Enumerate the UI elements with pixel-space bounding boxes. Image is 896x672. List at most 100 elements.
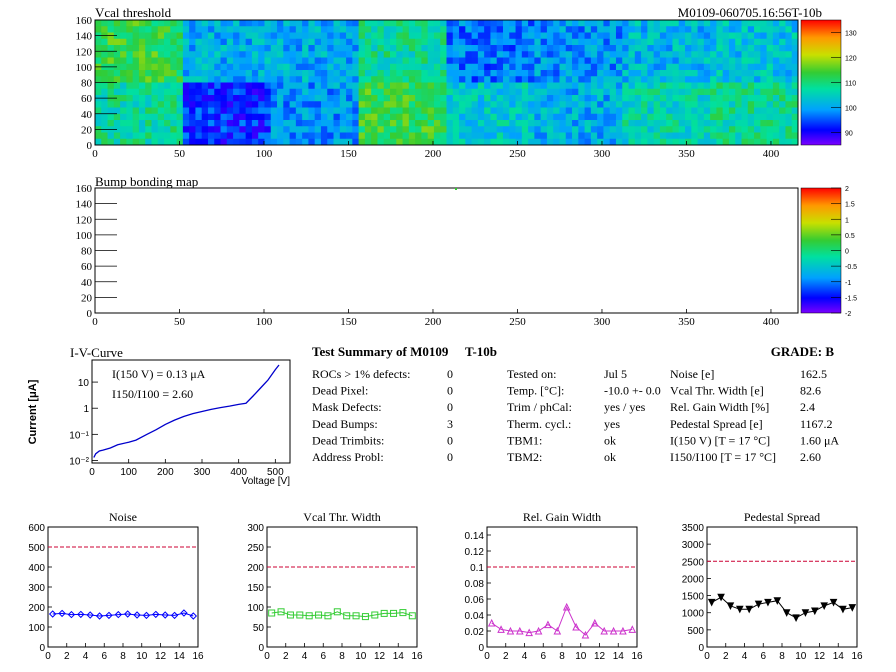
heatmap-cell — [220, 38, 228, 46]
heatmap-cell — [377, 107, 385, 115]
heatmap-cell — [302, 126, 309, 133]
heatmap-cell — [440, 132, 447, 140]
heatmap-cell — [189, 26, 196, 33]
heatmap-cell — [220, 82, 228, 90]
heatmap-cell — [452, 32, 460, 40]
heatmap-cell — [653, 38, 661, 46]
heatmap-cell — [572, 132, 579, 140]
heatmap-cell — [791, 120, 799, 127]
heatmap-cell — [358, 126, 366, 133]
heatmap-cell — [390, 63, 397, 71]
heatmap-cell — [772, 51, 780, 58]
heatmap-cell — [226, 107, 234, 115]
heatmap-cell — [572, 76, 579, 83]
heatmap-cell — [226, 113, 234, 121]
y-tick-label: 100 — [28, 623, 45, 634]
heatmap-cell — [609, 32, 617, 40]
heatmap-cell — [427, 113, 435, 121]
heatmap-cell — [590, 107, 598, 115]
heatmap-cell — [308, 63, 316, 71]
heatmap-cell — [490, 126, 498, 133]
heatmap-cell — [164, 20, 171, 27]
heatmap-cell — [126, 120, 134, 127]
heatmap-cell — [691, 38, 698, 46]
heatmap-cell — [157, 138, 165, 146]
heatmap-cell — [509, 51, 516, 58]
heatmap-cell — [295, 57, 303, 65]
heatmap-cell — [772, 120, 780, 127]
heatmap-cell — [590, 32, 598, 40]
heatmap-cell — [126, 70, 134, 77]
heatmap-cell — [546, 132, 554, 140]
heatmap-cell — [164, 107, 171, 115]
heatmap-cell — [226, 32, 234, 40]
heatmap-cell — [615, 45, 623, 52]
heatmap-cell — [157, 101, 165, 108]
heatmap-cell — [666, 57, 673, 65]
heatmap-cell — [735, 107, 742, 115]
heatmap-cell — [634, 45, 642, 52]
heatmap-cell — [107, 82, 115, 90]
heatmap-cell — [465, 101, 473, 108]
heatmap-cell — [214, 70, 221, 77]
heatmap-cell — [264, 82, 272, 90]
heatmap-cell — [145, 138, 152, 146]
heatmap-cell — [546, 101, 554, 108]
heatmap-cell — [258, 107, 265, 115]
heatmap-cell — [346, 101, 353, 108]
heatmap-cell — [747, 76, 755, 83]
heatmap-cell — [258, 120, 265, 127]
heatmap-cell — [164, 138, 171, 146]
heatmap-cell — [113, 138, 121, 146]
heatmap-cell — [471, 57, 479, 65]
heatmap-cell — [452, 63, 460, 71]
heatmap-cell — [339, 101, 347, 108]
heatmap-cell — [176, 38, 184, 46]
heatmap-cell — [628, 57, 636, 65]
heatmap-cell — [226, 126, 234, 133]
x-tick-label: 12 — [155, 651, 167, 662]
x-tick-label: 4 — [742, 651, 748, 662]
heatmap-cell — [277, 107, 284, 115]
x-tick-label: 0 — [92, 148, 98, 160]
heatmap-cell — [421, 82, 429, 90]
heatmap-cell — [741, 101, 749, 108]
heatmap-cell — [553, 63, 560, 71]
heatmap-cell — [277, 95, 284, 102]
heatmap-cell — [465, 107, 473, 115]
heatmap-cell — [390, 138, 397, 146]
x-tick-label: 6 — [320, 651, 326, 662]
heatmap-cell — [138, 132, 146, 140]
heatmap-cell — [484, 107, 491, 115]
heatmap-cell — [427, 20, 435, 27]
heatmap-cell — [176, 70, 184, 77]
heatmap-cell — [314, 26, 322, 33]
heatmap-cell — [703, 26, 711, 33]
heatmap-cell — [408, 76, 416, 83]
heatmap-cell — [716, 76, 724, 83]
heatmap-cell — [653, 107, 661, 115]
heatmap-cell — [138, 88, 146, 96]
heatmap-cell — [603, 101, 611, 108]
heatmap-cell — [327, 26, 334, 33]
heatmap-cell — [471, 132, 479, 140]
heatmap-cell — [302, 63, 309, 71]
heatmap-cell — [339, 120, 347, 127]
heatmap-cell — [597, 95, 604, 102]
heatmap-cell — [779, 88, 786, 96]
heatmap-cell — [710, 82, 717, 90]
heatmap-cell — [622, 132, 629, 140]
heatmap-cell — [785, 26, 793, 33]
heatmap-cell — [302, 57, 309, 65]
heatmap-cell — [735, 88, 742, 96]
heatmap-cell — [320, 26, 328, 33]
data-point — [562, 602, 571, 611]
summary-label: Temp. [°C]: — [507, 384, 564, 398]
heatmap-cell — [352, 95, 360, 102]
heatmap-cell — [157, 20, 165, 27]
heatmap-cell — [760, 26, 768, 33]
heatmap-cell — [490, 32, 498, 40]
heatmap-cell — [132, 95, 140, 102]
heatmap-cell — [339, 45, 347, 52]
heatmap-cell — [95, 138, 102, 146]
